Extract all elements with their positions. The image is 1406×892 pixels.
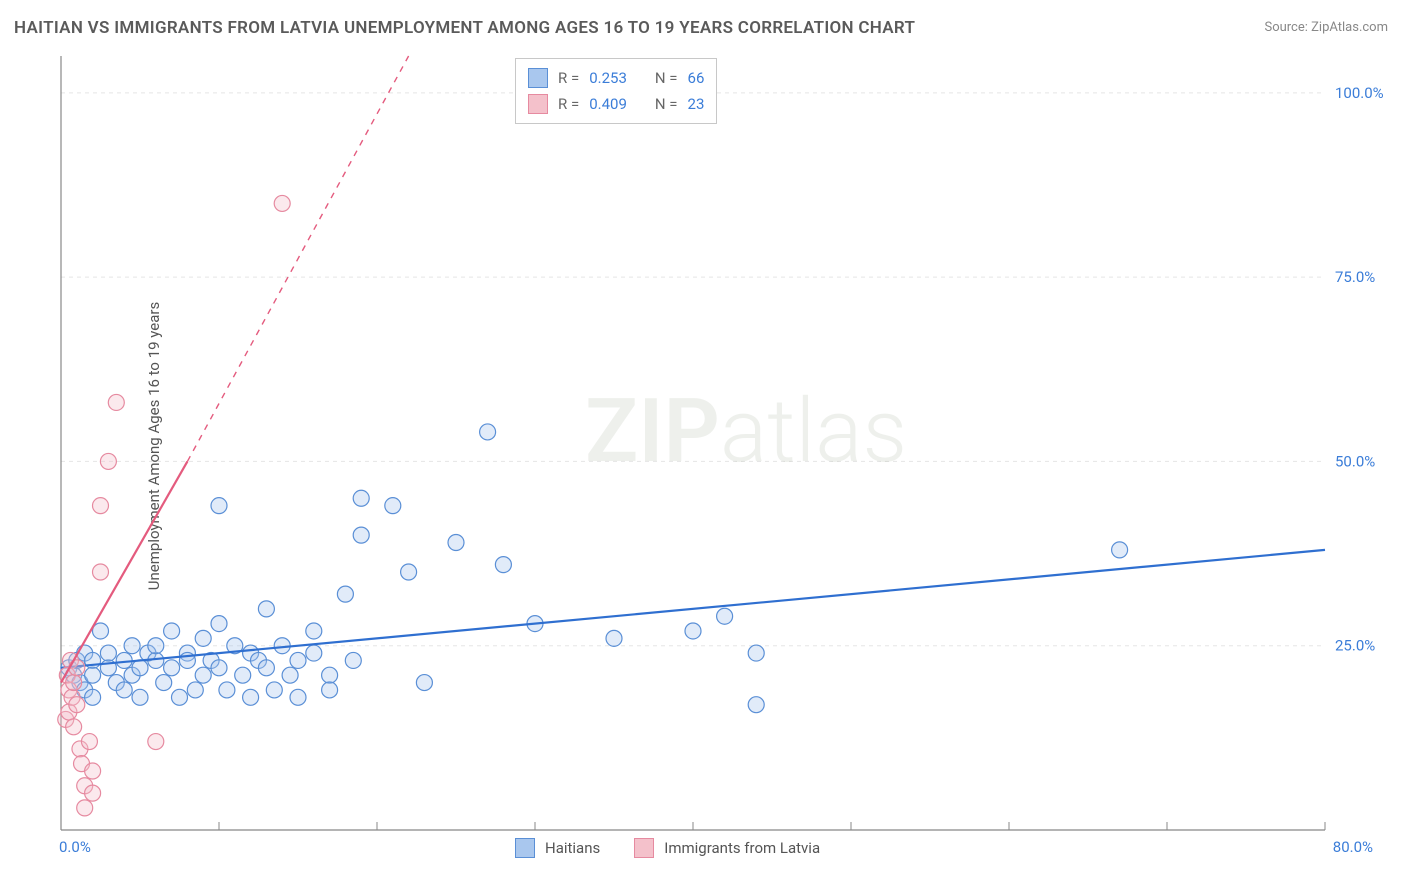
chart-canvas: 25.0% 50.0% 75.0% 100.0% 0.0% 80.0% xyxy=(55,50,1385,860)
svg-text:100.0%: 100.0% xyxy=(1335,84,1384,102)
r-value: 0.409 xyxy=(589,91,627,117)
stats-row-latvia: R = 0.409 N = 23 xyxy=(528,91,704,117)
correlation-stats-box: R = 0.253 N = 66 R = 0.409 N = 23 xyxy=(515,58,717,124)
r-label: R = xyxy=(558,91,579,117)
swatch-icon xyxy=(528,94,548,114)
swatch-icon xyxy=(515,838,535,858)
chart-title: HAITIAN VS IMMIGRANTS FROM LATVIA UNEMPL… xyxy=(14,18,915,38)
stats-row-haitians: R = 0.253 N = 66 xyxy=(528,65,704,91)
n-label: N = xyxy=(655,91,678,117)
swatch-icon xyxy=(634,838,654,858)
svg-text:50.0%: 50.0% xyxy=(1335,452,1375,470)
legend-label: Immigrants from Latvia xyxy=(664,839,820,857)
svg-text:0.0%: 0.0% xyxy=(59,838,91,856)
legend-label: Haitians xyxy=(545,839,600,857)
r-label: R = xyxy=(558,65,579,91)
n-value: 66 xyxy=(688,65,705,91)
svg-text:80.0%: 80.0% xyxy=(1333,838,1373,856)
swatch-icon xyxy=(528,68,548,88)
r-value: 0.253 xyxy=(589,65,627,91)
n-value: 23 xyxy=(688,91,705,117)
source-attribution: Source: ZipAtlas.com xyxy=(1264,20,1388,35)
series-legend: Haitians Immigrants from Latvia xyxy=(515,838,820,858)
svg-text:75.0%: 75.0% xyxy=(1335,268,1375,286)
svg-text:25.0%: 25.0% xyxy=(1335,637,1375,655)
scatter-plot: 25.0%50.0%75.0%100.0%0.0%80.0% ZIPatlas … xyxy=(55,50,1385,860)
n-label: N = xyxy=(655,65,678,91)
